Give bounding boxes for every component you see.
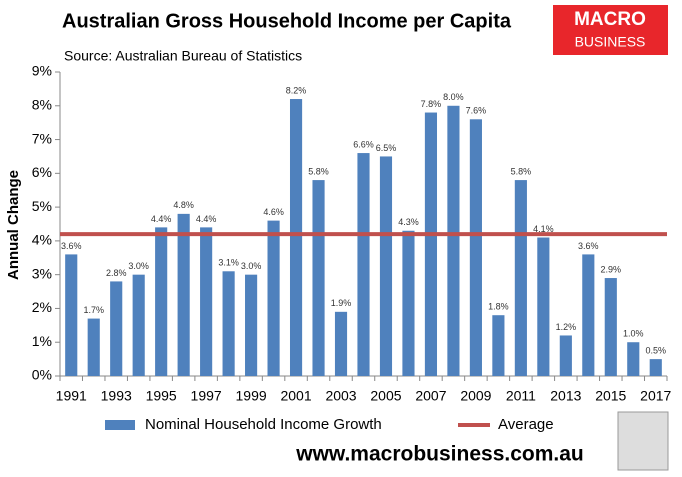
x-tick-label: 2007 xyxy=(415,388,446,404)
x-tick-label: 1995 xyxy=(146,388,177,404)
x-tick-label: 1997 xyxy=(191,388,222,404)
y-tick-label: 5% xyxy=(32,198,52,214)
x-tick-label: 2017 xyxy=(640,388,671,404)
bar xyxy=(447,105,460,377)
y-tick-label: 0% xyxy=(32,367,52,383)
bar xyxy=(334,311,348,376)
footer-url: www.macrobusiness.com.au xyxy=(295,443,583,466)
data-label: 4.4% xyxy=(196,214,217,224)
bar xyxy=(582,254,595,376)
bar xyxy=(222,271,235,376)
data-label: 1.8% xyxy=(488,302,509,312)
chart-subtitle: Source: Australian Bureau of Statistics xyxy=(64,48,302,64)
x-tick-label: 2001 xyxy=(280,388,311,404)
data-label: 4.1% xyxy=(533,224,554,234)
legend-label: Average xyxy=(498,416,554,433)
data-label: 3.0% xyxy=(128,261,149,271)
bar xyxy=(357,153,370,376)
bar xyxy=(267,220,280,376)
x-tick-label: 1999 xyxy=(236,388,267,404)
y-axis-label: Annual Change xyxy=(5,170,22,280)
logo-box xyxy=(553,5,668,55)
bar xyxy=(245,274,258,376)
data-label: 1.2% xyxy=(556,322,577,332)
data-label: 3.6% xyxy=(578,241,599,251)
bar xyxy=(514,180,527,376)
x-tick-label: 2003 xyxy=(325,388,356,404)
y-tick-label: 7% xyxy=(32,130,52,146)
data-label: 4.4% xyxy=(151,214,172,224)
bar xyxy=(155,227,168,376)
data-label: 4.3% xyxy=(398,217,419,227)
bar xyxy=(649,359,662,376)
x-tick-label: 2009 xyxy=(460,388,491,404)
data-label: 7.8% xyxy=(421,99,442,109)
bar xyxy=(537,237,550,376)
bar xyxy=(627,342,640,376)
x-tick-label: 2011 xyxy=(506,388,536,404)
data-label: 0.5% xyxy=(646,345,667,355)
data-label: 5.8% xyxy=(511,166,532,176)
y-tick-label: 6% xyxy=(32,164,52,180)
data-label: 5.8% xyxy=(308,166,329,176)
bar xyxy=(65,254,78,376)
logo-text: MACRO xyxy=(574,9,646,30)
data-label: 8.2% xyxy=(286,85,307,95)
bar xyxy=(379,156,393,376)
legend-label: Nominal Household Income Growth xyxy=(145,416,382,433)
bar xyxy=(469,119,482,377)
bar xyxy=(132,274,145,376)
data-label: 2.9% xyxy=(601,264,622,274)
bar xyxy=(604,278,617,376)
logo-text: BUSINESS xyxy=(575,34,646,50)
chart-title: Australian Gross Household Income per Ca… xyxy=(62,10,512,32)
bar xyxy=(402,230,415,376)
x-tick-label: 2005 xyxy=(370,388,401,404)
logo-image xyxy=(617,411,669,471)
data-label: 1.9% xyxy=(331,298,352,308)
data-label: 6.5% xyxy=(376,143,397,153)
data-label: 3.6% xyxy=(61,241,82,251)
x-tick-label: 1991 xyxy=(56,388,87,404)
bar xyxy=(492,315,505,376)
data-label: 1.7% xyxy=(83,305,104,315)
bar xyxy=(110,281,123,376)
bar xyxy=(177,213,190,376)
data-label: 1.0% xyxy=(623,329,644,339)
y-tick-label: 8% xyxy=(32,96,52,112)
x-tick-label: 2015 xyxy=(595,388,626,404)
bar xyxy=(87,318,100,376)
bar xyxy=(289,99,303,377)
data-label: 2.8% xyxy=(106,268,127,278)
x-tick-label: 1993 xyxy=(101,388,132,404)
y-tick-label: 1% xyxy=(32,333,52,349)
y-tick-label: 4% xyxy=(32,232,52,248)
legend-swatch xyxy=(105,420,135,430)
y-tick-label: 2% xyxy=(32,299,52,315)
data-label: 3.1% xyxy=(218,258,239,268)
data-label: 7.6% xyxy=(466,106,487,116)
data-label: 6.6% xyxy=(353,139,374,149)
y-tick-label: 3% xyxy=(32,265,52,281)
bar xyxy=(424,112,438,377)
bar xyxy=(559,335,572,376)
bar xyxy=(200,227,213,376)
x-tick-label: 2013 xyxy=(550,388,581,404)
data-label: 4.8% xyxy=(173,200,194,210)
data-label: 4.6% xyxy=(263,207,284,217)
data-label: 3.0% xyxy=(241,261,262,271)
y-tick-label: 9% xyxy=(32,63,52,79)
bar xyxy=(312,180,325,376)
data-label: 8.0% xyxy=(443,92,464,102)
